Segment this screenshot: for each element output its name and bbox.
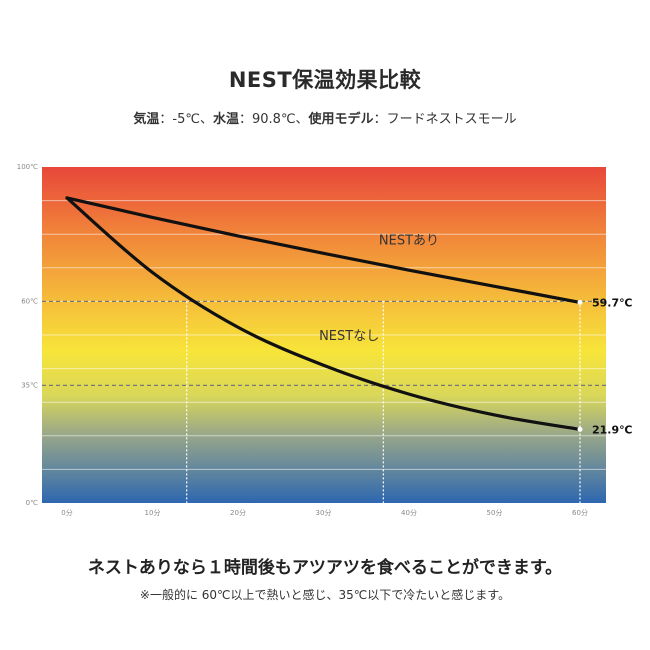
series-lines <box>65 196 583 432</box>
chart-subtitle: 気温：-5℃、水温：90.8℃、使用モデル：フードネストスモール <box>0 108 650 127</box>
x-axis: 0分 10分 20分 30分 40分 50分 60分 <box>61 508 588 517</box>
series-labels: NESTあり 59.7℃ NESTなし 21.9℃ <box>319 233 632 436</box>
series-name-label: NESTなし <box>319 329 379 344</box>
x-tick-label: 20分 <box>230 508 246 517</box>
series-line-nest-ari <box>65 196 582 305</box>
air-temp-value: ：-5℃、 <box>159 112 213 127</box>
model-label: 使用モデル <box>308 112 374 127</box>
y-tick-label: 0℃ <box>26 499 38 507</box>
x-tick-label: 40分 <box>401 508 417 517</box>
y-tick-label: 35℃ <box>21 381 38 389</box>
x-tick-label: 0分 <box>61 508 72 517</box>
band-lines <box>42 200 606 470</box>
x-tick-label: 30分 <box>316 508 332 517</box>
series-name-label: NESTあり <box>379 233 439 248</box>
air-temp-label: 気温 <box>133 112 160 127</box>
headline: ネストありなら１時間後もアツアツを食べることができます。 <box>87 558 563 578</box>
y-tick-label: 100℃ <box>17 163 38 171</box>
model-value: ：フードネストスモール <box>373 112 517 127</box>
water-temp-label: 水温 <box>212 112 239 127</box>
x-tick-label: 60分 <box>572 508 588 517</box>
chart-title: NEST保温効果比較 <box>228 68 422 92</box>
series-end-label: 21.9℃ <box>592 423 632 436</box>
x-tick-label: 10分 <box>145 508 161 517</box>
footnote: ※一般的に 60℃以上で熱いと感じ、35℃以下で冷たいと感じます。 <box>139 588 511 602</box>
water-temp-value: ：90.8℃、 <box>239 112 309 127</box>
grid-lines <box>42 300 606 503</box>
y-tick-label: 60℃ <box>21 297 38 305</box>
series-line-nest-nashi <box>65 196 582 432</box>
series-end-point <box>577 299 583 305</box>
series-end-label: 59.7℃ <box>592 296 632 309</box>
y-axis: 100℃ 60℃ 35℃ 0℃ <box>17 163 38 507</box>
x-tick-label: 50分 <box>487 508 503 517</box>
series-end-point <box>577 426 583 432</box>
